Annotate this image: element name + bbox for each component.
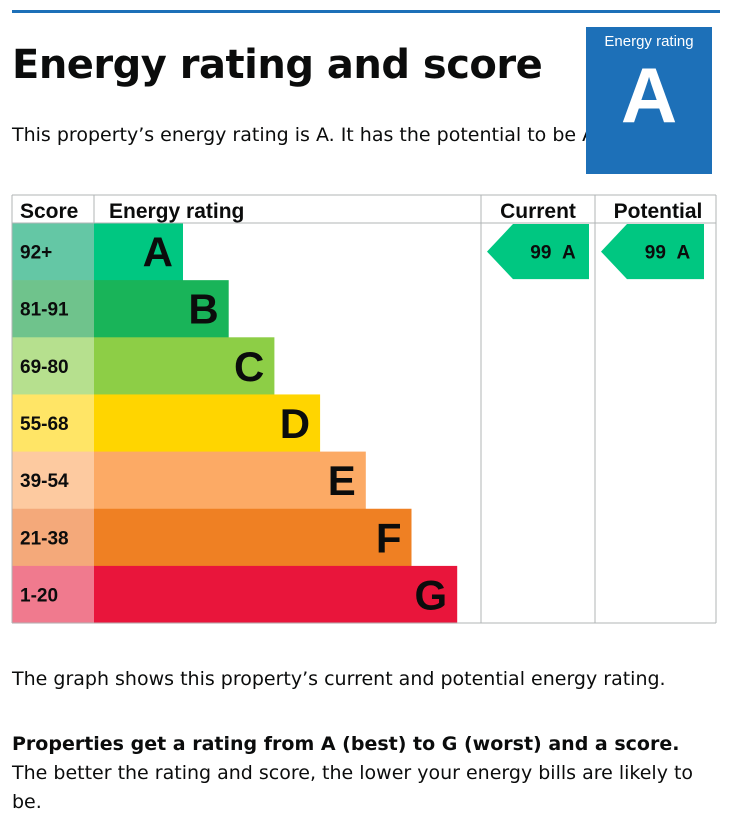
score-cell	[12, 565, 94, 624]
rating-bar-F	[94, 508, 412, 567]
score-range-label: 92+	[20, 243, 52, 264]
energy-rating-badge: Energy rating A	[586, 27, 712, 174]
rating-bar-E	[94, 451, 366, 510]
current-rating-label: 99 A	[530, 243, 576, 264]
badge-label: Energy rating	[604, 33, 694, 50]
badge-rating: A	[620, 51, 678, 139]
column-header: Current	[500, 200, 576, 223]
score-cell	[12, 337, 94, 395]
rating-letter: F	[376, 514, 402, 561]
score-range-label: 81-91	[20, 300, 69, 321]
top-rule	[12, 10, 720, 13]
column-header: Potential	[614, 200, 703, 223]
rating-letter: D	[280, 400, 310, 447]
rating-letter: G	[415, 571, 448, 618]
rating-explanation-rest: The better the rating and score, the low…	[12, 762, 694, 813]
rating-letter: C	[234, 343, 264, 390]
score-range-label: 55-68	[20, 414, 69, 435]
page-title: Energy rating and score	[12, 42, 543, 88]
score-range-label: 39-54	[20, 471, 69, 492]
rating-letter: E	[328, 457, 356, 504]
rating-bar-B	[94, 280, 229, 338]
score-cell	[12, 451, 94, 510]
rating-letter: A	[143, 229, 173, 276]
current-arrow	[487, 224, 589, 280]
rating-explanation-bold: Properties get a rating from A (best) to…	[12, 733, 680, 755]
score-range-label: 69-80	[20, 357, 69, 378]
score-range-label: 21-38	[20, 528, 69, 549]
column-header: Energy rating	[109, 200, 244, 223]
potential-rating-label: 99 A	[645, 243, 691, 264]
score-cell	[12, 223, 94, 281]
rating-bar-D	[94, 394, 321, 453]
rating-bar-G	[94, 565, 458, 624]
column-header: Score	[20, 200, 78, 223]
score-range-label: 1-20	[20, 585, 58, 606]
graph-note: The graph shows this property’s current …	[12, 668, 666, 690]
score-cell	[12, 394, 94, 453]
rating-letter: B	[188, 286, 218, 333]
rating-description: This property’s energy rating is A. It h…	[12, 124, 601, 146]
potential-arrow	[601, 224, 704, 280]
score-cell	[12, 280, 94, 338]
score-cell	[12, 508, 94, 567]
energy-rating-chart: Score Energy rating Current Potential 92+ A 81…	[11, 194, 717, 624]
rating-bar-C	[94, 337, 275, 395]
rating-explanation: Properties get a rating from A (best) to…	[12, 730, 712, 817]
rating-bar-A	[94, 223, 183, 281]
